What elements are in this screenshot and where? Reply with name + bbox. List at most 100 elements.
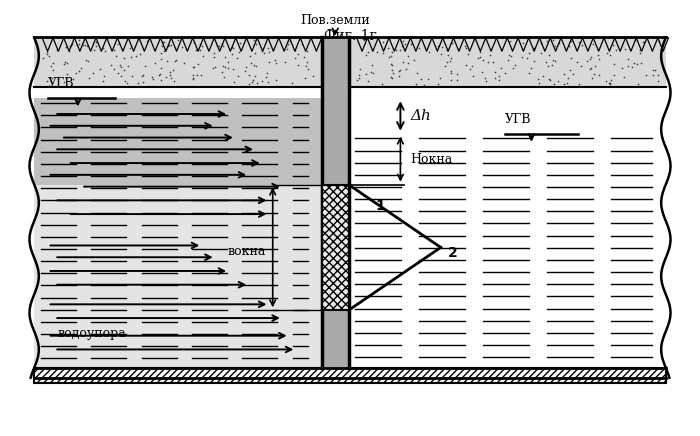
Point — [263, 49, 274, 56]
Point — [395, 47, 406, 54]
Point — [283, 41, 294, 48]
Point — [299, 75, 310, 82]
Point — [461, 61, 472, 68]
Point — [170, 58, 181, 65]
Point — [115, 64, 126, 71]
Point — [289, 55, 300, 62]
Point — [395, 67, 406, 74]
Point — [362, 49, 373, 56]
Point — [537, 72, 548, 79]
Point — [191, 72, 202, 78]
Point — [209, 63, 220, 70]
Text: Δh: Δh — [410, 109, 431, 123]
Point — [434, 75, 445, 82]
Point — [422, 75, 433, 82]
Point — [270, 56, 281, 63]
Point — [74, 37, 85, 44]
Point — [442, 58, 453, 65]
Point — [223, 59, 234, 66]
Point — [214, 42, 225, 49]
Point — [446, 68, 457, 75]
Point — [300, 62, 312, 69]
Point — [372, 49, 383, 56]
Point — [176, 44, 188, 51]
Point — [233, 49, 244, 56]
Point — [226, 44, 237, 51]
Point — [47, 75, 58, 82]
Point — [563, 42, 574, 49]
Point — [108, 47, 120, 54]
Point — [650, 66, 661, 73]
Point — [244, 53, 256, 60]
Point — [618, 73, 629, 80]
Point — [118, 54, 130, 61]
Point — [165, 74, 176, 81]
Point — [587, 41, 598, 48]
Point — [601, 49, 612, 56]
Point — [251, 40, 262, 47]
Point — [481, 77, 492, 84]
Point — [229, 78, 240, 85]
Point — [408, 57, 419, 64]
Point — [188, 63, 199, 70]
Point — [584, 65, 596, 72]
Point — [528, 44, 540, 51]
Point — [246, 78, 257, 85]
Point — [297, 40, 308, 47]
Point — [387, 74, 398, 81]
Point — [468, 73, 479, 80]
Point — [250, 63, 261, 70]
Point — [216, 69, 228, 76]
Point — [61, 71, 72, 78]
Point — [441, 47, 452, 54]
Point — [125, 45, 136, 52]
Point — [122, 63, 134, 70]
Point — [637, 38, 648, 45]
Text: Пов.земли: Пов.земли — [300, 14, 370, 27]
Point — [154, 71, 165, 78]
Point — [64, 48, 75, 55]
Point — [241, 63, 252, 70]
Point — [360, 51, 372, 58]
Point — [604, 79, 615, 86]
Point — [126, 72, 137, 79]
Point — [60, 44, 71, 51]
Point — [619, 45, 630, 52]
Point — [367, 47, 378, 54]
Point — [575, 63, 587, 70]
Point — [366, 61, 377, 68]
Point — [532, 75, 543, 82]
Point — [262, 69, 273, 76]
Text: 1: 1 — [375, 199, 385, 213]
Point — [477, 68, 488, 75]
Point — [188, 63, 199, 70]
Point — [208, 54, 219, 61]
Point — [227, 44, 238, 51]
Point — [601, 77, 612, 84]
Point — [248, 62, 260, 69]
Point — [354, 75, 365, 82]
Point — [518, 40, 529, 47]
Point — [536, 40, 547, 47]
Point — [41, 78, 52, 85]
Point — [232, 55, 243, 62]
Point — [80, 57, 92, 64]
Point — [461, 44, 472, 51]
Point — [169, 77, 180, 84]
Point — [223, 65, 234, 72]
Point — [562, 80, 573, 87]
Point — [446, 40, 457, 47]
Point — [164, 72, 176, 79]
Point — [113, 40, 124, 47]
Point — [190, 47, 202, 54]
Point — [558, 71, 569, 78]
Point — [466, 62, 477, 69]
Point — [593, 71, 604, 78]
Point — [197, 42, 208, 49]
Point — [398, 38, 409, 45]
Point — [228, 66, 239, 73]
Point — [293, 51, 304, 58]
Point — [270, 77, 281, 84]
Point — [633, 81, 644, 88]
Point — [58, 79, 69, 86]
